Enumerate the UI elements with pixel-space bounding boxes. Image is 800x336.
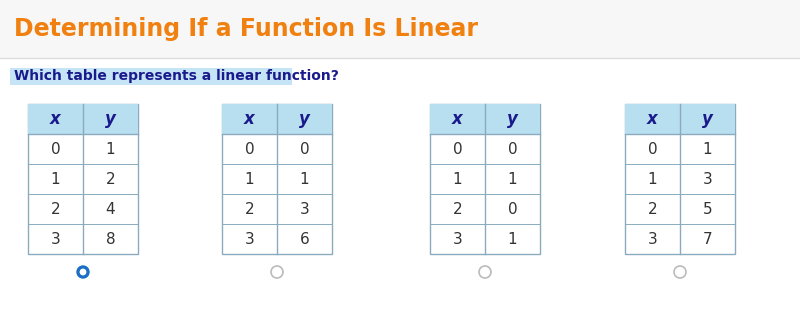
Text: y: y xyxy=(299,110,310,128)
Text: 0: 0 xyxy=(50,141,60,157)
Text: 0: 0 xyxy=(300,141,310,157)
Text: x: x xyxy=(50,110,61,128)
Text: 5: 5 xyxy=(702,202,712,216)
Text: 1: 1 xyxy=(648,171,658,186)
Bar xyxy=(625,104,735,254)
Text: 0: 0 xyxy=(245,141,254,157)
Text: 3: 3 xyxy=(702,171,712,186)
Text: 0: 0 xyxy=(508,141,518,157)
Bar xyxy=(430,104,540,134)
Text: 1: 1 xyxy=(300,171,310,186)
Text: 7: 7 xyxy=(702,232,712,247)
Circle shape xyxy=(80,269,86,275)
Bar xyxy=(222,104,332,134)
Text: 2: 2 xyxy=(648,202,658,216)
Text: 1: 1 xyxy=(50,171,60,186)
Text: 3: 3 xyxy=(300,202,310,216)
Text: Determining If a Function Is Linear: Determining If a Function Is Linear xyxy=(14,17,478,41)
Text: 0: 0 xyxy=(508,202,518,216)
Text: 3: 3 xyxy=(245,232,254,247)
Text: 1: 1 xyxy=(453,171,462,186)
Bar xyxy=(222,104,332,254)
Text: Which table represents a linear function?: Which table represents a linear function… xyxy=(14,69,339,83)
Bar xyxy=(430,104,540,254)
Text: 0: 0 xyxy=(453,141,462,157)
Text: x: x xyxy=(452,110,463,128)
Text: y: y xyxy=(702,110,713,128)
Bar xyxy=(10,68,292,84)
Text: 3: 3 xyxy=(648,232,658,247)
Text: x: x xyxy=(647,110,658,128)
Text: 3: 3 xyxy=(50,232,60,247)
Text: 2: 2 xyxy=(453,202,462,216)
Bar xyxy=(28,104,138,254)
Text: 8: 8 xyxy=(106,232,115,247)
Text: 4: 4 xyxy=(106,202,115,216)
Text: 1: 1 xyxy=(245,171,254,186)
Bar xyxy=(0,0,800,58)
Text: 6: 6 xyxy=(300,232,310,247)
Circle shape xyxy=(77,266,89,278)
Text: y: y xyxy=(507,110,518,128)
Bar xyxy=(28,104,138,134)
Bar xyxy=(0,58,800,336)
Text: y: y xyxy=(105,110,116,128)
Text: 2: 2 xyxy=(245,202,254,216)
Text: x: x xyxy=(244,110,255,128)
Text: 1: 1 xyxy=(508,232,518,247)
Bar xyxy=(625,104,735,134)
Text: 1: 1 xyxy=(508,171,518,186)
Text: 2: 2 xyxy=(106,171,115,186)
Text: 1: 1 xyxy=(702,141,712,157)
Text: 1: 1 xyxy=(106,141,115,157)
Text: 3: 3 xyxy=(453,232,462,247)
Text: 2: 2 xyxy=(50,202,60,216)
Text: 0: 0 xyxy=(648,141,658,157)
